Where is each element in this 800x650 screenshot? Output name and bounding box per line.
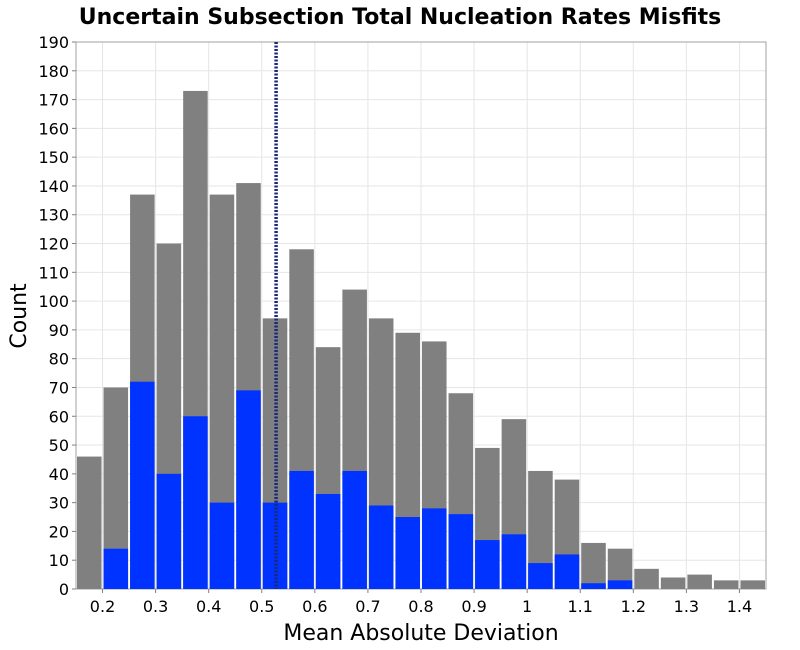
y-tick-label: 80 [49,350,69,369]
bar-subset [501,534,527,589]
bar-subset [448,514,474,589]
y-tick-label: 180 [38,62,69,81]
bar-subset [209,502,235,589]
bar-subset [289,470,314,589]
bar-all [581,542,606,589]
y-tick-label: 120 [38,235,69,254]
x-tick-label: 1.3 [674,597,699,616]
x-tick-label: 1.4 [727,597,752,616]
bar-subset [183,416,208,589]
x-axis-ticks: 0.2 0.3 0.4 0.5 0.6 0.7 0.8 0.9 1 1.1 1.2 1.3 1.4 [90,589,752,616]
x-tick-label: 0.3 [143,597,168,616]
bar-subset [368,505,394,589]
y-tick-label: 140 [38,177,69,196]
x-tick-label: 0.7 [355,597,380,616]
bar-subset [422,508,447,589]
y-tick-label: 90 [49,321,69,340]
bars [77,90,765,590]
y-tick-label: 20 [49,522,69,541]
y-axis-ticks: 0 10 20 30 40 50 60 70 80 90 100 110 120 130 140 150 160… [38,33,76,599]
bar-all [687,574,712,589]
bar-subset [315,493,341,589]
x-tick-label: 0.6 [302,597,327,616]
bar-all [660,577,686,589]
y-axis-label: Count [7,283,32,349]
x-tick-label: 1.1 [568,597,593,616]
bar-subset [103,548,129,589]
x-tick-label: 1 [522,597,532,616]
bar-all [740,580,765,589]
y-tick-label: 60 [49,407,69,426]
bar-all [634,568,659,589]
y-tick-label: 100 [38,292,69,311]
bar-all [77,456,102,589]
bar-subset [554,554,580,589]
y-tick-label: 170 [38,91,69,110]
bar-subset [528,563,553,589]
x-tick-label: 0.2 [90,597,115,616]
x-tick-label: 0.5 [249,597,274,616]
y-tick-label: 40 [49,465,69,484]
bar-subset [581,583,606,589]
bar-all [713,580,739,589]
bar-subset [156,473,182,589]
y-tick-label: 10 [49,551,69,570]
x-tick-label: 0.8 [408,597,433,616]
bar-subset [130,381,155,589]
y-tick-label: 110 [38,263,69,282]
bar-subset [607,580,633,589]
x-tick-label: 0.9 [461,597,486,616]
y-tick-label: 160 [38,119,69,138]
bar-subset [475,540,500,589]
bar-subset [342,470,367,589]
y-tick-label: 30 [49,494,69,513]
x-axis-label: Mean Absolute Deviation [283,621,558,646]
y-tick-label: 150 [38,148,69,167]
y-tick-label: 50 [49,436,69,455]
bar-subset [395,517,420,589]
x-tick-label: 1.2 [621,597,646,616]
y-tick-label: 70 [49,378,69,397]
y-tick-label: 0 [59,580,69,599]
chart-title: Uncertain Subsection Total Nucleation Ra… [79,5,721,30]
y-tick-label: 190 [38,33,69,52]
x-tick-label: 0.4 [196,597,221,616]
y-tick-label: 130 [38,206,69,225]
bar-subset [236,390,261,589]
